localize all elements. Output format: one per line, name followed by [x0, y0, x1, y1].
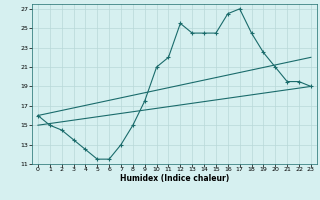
X-axis label: Humidex (Indice chaleur): Humidex (Indice chaleur) — [120, 174, 229, 183]
